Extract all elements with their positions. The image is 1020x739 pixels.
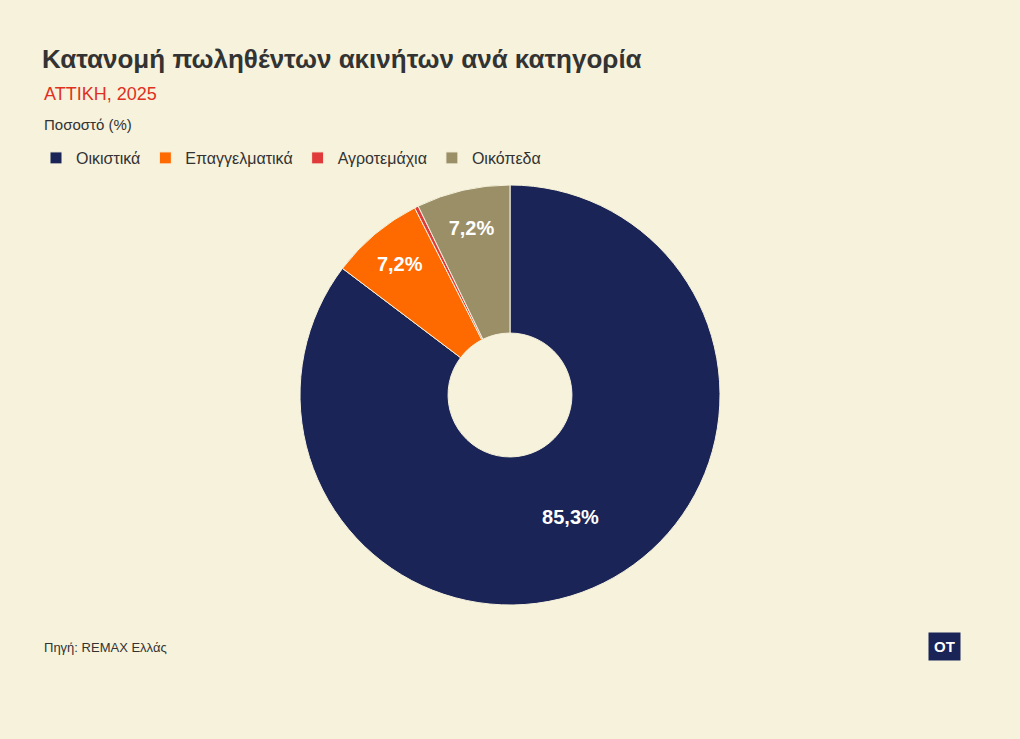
- svg-text:Κατανομή πωληθέντων ακινήτων α: Κατανομή πωληθέντων ακινήτων ανά κατηγορ…: [42, 44, 642, 74]
- svg-text:Οικιστικά: Οικιστικά: [76, 150, 140, 167]
- svg-text:Πηγή: REMAX Ελλάς: Πηγή: REMAX Ελλάς: [44, 640, 167, 655]
- svg-text:85,3%: 85,3%: [542, 506, 599, 528]
- svg-text:7,2%: 7,2%: [377, 253, 423, 275]
- svg-text:Επαγγελματικά: Επαγγελματικά: [185, 150, 292, 167]
- svg-text:Αγροτεμάχια: Αγροτεμάχια: [338, 150, 427, 167]
- svg-text:7,2%: 7,2%: [449, 217, 495, 239]
- svg-text:ΑΤΤΙΚΗ, 2025: ΑΤΤΙΚΗ, 2025: [44, 84, 157, 104]
- svg-text:Οικόπεδα: Οικόπεδα: [472, 150, 541, 167]
- svg-text:ΟΤ: ΟΤ: [934, 638, 955, 655]
- svg-text:Ποσοστό (%): Ποσοστό (%): [44, 116, 132, 133]
